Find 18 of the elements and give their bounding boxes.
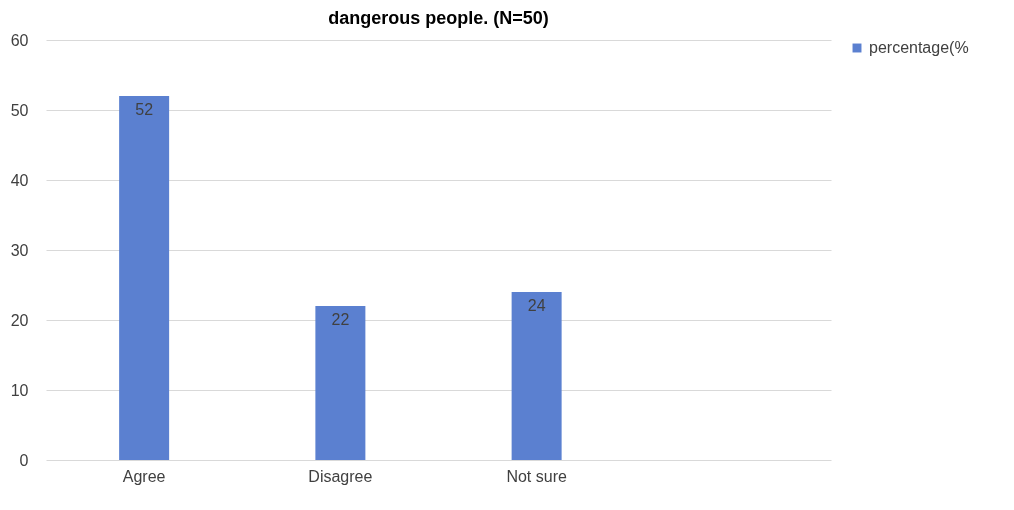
bar: [315, 306, 366, 460]
y-tick-label: 50: [10, 101, 29, 119]
y-tick-label: 30: [10, 241, 29, 259]
bar: [119, 96, 170, 460]
y-tick-label: 20: [10, 311, 29, 329]
y-tick-label: 10: [10, 381, 29, 399]
data-label: 24: [527, 297, 546, 314]
x-tick-label: Not sure: [506, 467, 567, 485]
legend-label: percentage(%: [869, 39, 969, 56]
y-tick-label: 0: [19, 451, 29, 469]
data-label: 52: [135, 101, 154, 118]
x-tick-label: Agree: [122, 467, 166, 485]
data-label: 22: [331, 311, 350, 328]
bar: [511, 292, 562, 460]
chart-title: dangerous people. (N=50): [328, 8, 549, 28]
y-tick-label: 40: [10, 171, 29, 189]
y-tick-label: 60: [10, 31, 29, 49]
x-tick-label: Disagree: [308, 467, 373, 485]
